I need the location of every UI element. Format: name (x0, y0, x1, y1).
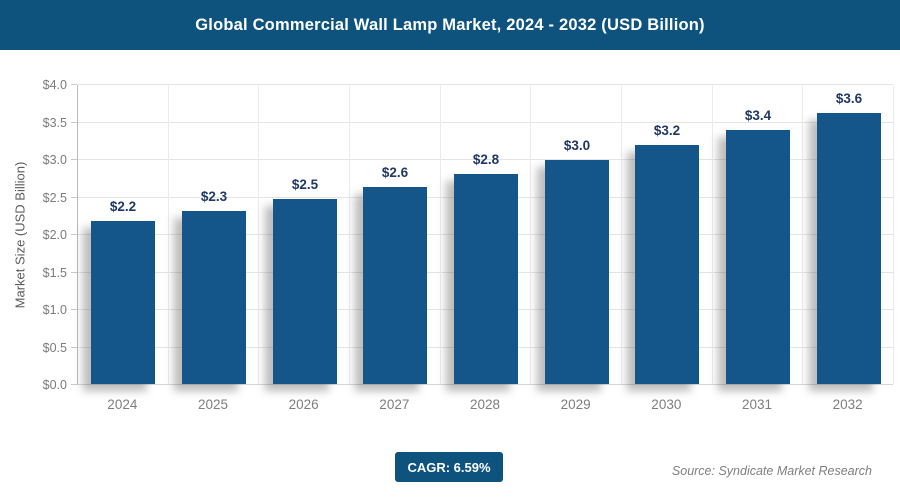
y-tick-label: $1.5 (42, 265, 67, 280)
gridline-vertical (349, 85, 350, 384)
bar-2032 (817, 113, 881, 384)
gridline-vertical (712, 85, 713, 384)
y-tick-mark (71, 271, 77, 273)
y-tick-mark (71, 159, 77, 160)
y-tick-label: $1.0 (42, 303, 67, 317)
y-tick-mark (71, 234, 77, 235)
bar-value-label: $3.2 (653, 123, 681, 138)
y-axis: $0.0 $0.5 $1.0 $1.5 $2.0 $2.5 $3.0 $3.5 $4.0 (0, 78, 77, 392)
bar-2026 (273, 199, 337, 384)
plot-area: $2.2 $2.3 $2.5 $2.6 $2.8 $3.0 $3.2 $3.4 $3.6 (77, 84, 894, 385)
y-tick-label: $3.5 (42, 115, 67, 130)
gridline-vertical (440, 85, 441, 384)
source-note: Source: Syndicate Market Research (671, 464, 872, 478)
x-tick-label: 2028 (469, 397, 501, 412)
y-tick-label: $0.5 (42, 340, 67, 355)
x-tick-label: 2030 (651, 397, 682, 412)
y-tick-mark (71, 309, 77, 310)
y-tick-label: $2.5 (42, 190, 67, 205)
y-tick-mark (71, 196, 77, 198)
x-tick-label: 2027 (379, 397, 410, 412)
gridline-horizontal (78, 121, 893, 123)
cagr-label: CAGR: 6.59% (407, 459, 491, 475)
gridline-vertical (530, 85, 531, 384)
chart-title: Global Commercial Wall Lamp Market, 2024… (195, 15, 705, 34)
y-tick-mark (71, 84, 77, 85)
gridline-vertical (258, 85, 259, 384)
bar-value-label: $3.6 (835, 91, 863, 106)
bar-2028 (454, 174, 518, 384)
bar-value-label: $2.5 (291, 177, 319, 192)
x-tick-label: 2032 (832, 397, 863, 412)
bar-value-label: $3.4 (744, 108, 772, 123)
bar-value-label: $2.3 (200, 189, 228, 204)
bar-2031 (726, 130, 790, 384)
x-tick-label: 2029 (560, 397, 591, 412)
y-tick-mark (71, 384, 77, 385)
gridline-horizontal (78, 84, 893, 85)
bar-2024 (91, 221, 155, 384)
y-tick-mark (71, 121, 77, 123)
x-axis: 2024 2025 2026 2027 2028 2029 2030 2031 2032 (77, 395, 893, 417)
gridline-vertical (621, 85, 622, 384)
bar-2030 (635, 145, 699, 384)
y-tick-label: $0.0 (42, 378, 67, 392)
x-tick-label: 2031 (741, 397, 773, 412)
bar-value-label: $3.0 (563, 138, 591, 153)
y-tick-label: $2.0 (42, 228, 67, 242)
bar-2029 (545, 160, 609, 384)
gridline-vertical (802, 85, 803, 384)
bar-value-label: $2.8 (472, 152, 500, 167)
x-tick-label: 2025 (197, 397, 229, 412)
bar-2027 (363, 187, 427, 384)
x-tick-label: 2026 (288, 397, 319, 412)
y-tick-label: $4.0 (42, 78, 67, 92)
gridline-vertical (893, 85, 894, 384)
chart-title-bar: Global Commercial Wall Lamp Market, 2024… (0, 0, 900, 50)
gridline-vertical (168, 85, 169, 384)
bar-value-label: $2.2 (109, 199, 137, 214)
y-tick-mark (71, 346, 77, 348)
cagr-badge: CAGR: 6.59% (395, 452, 503, 482)
bar-2025 (182, 211, 246, 384)
x-tick-label: 2024 (107, 397, 138, 412)
y-tick-label: $3.0 (42, 153, 67, 167)
gridline-horizontal (78, 159, 893, 160)
bar-value-label: $2.6 (381, 165, 409, 180)
